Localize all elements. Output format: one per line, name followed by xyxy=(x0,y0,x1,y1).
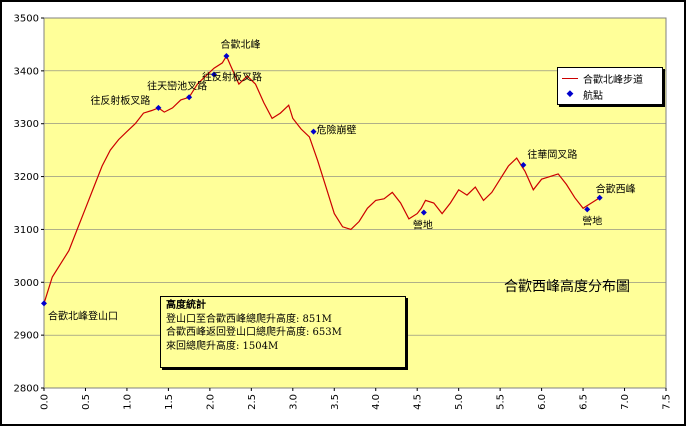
chart-title: 合歡西峰高度分布圖 xyxy=(504,279,630,295)
waypoint-labels: 合歡北峰登山口往反射板叉路往天巒池叉路往反射板叉路合歡北峰危險崩壁營地往華岡叉路… xyxy=(48,38,636,322)
x-tick-label: 1.5 xyxy=(164,394,175,410)
waypoint-marker xyxy=(223,53,230,60)
legend-item-line: 合歡北峰步道 xyxy=(562,71,643,86)
elevation-line xyxy=(43,54,601,304)
legend-item-points: ◆ 航點 xyxy=(562,87,603,102)
legend-line-swatch xyxy=(562,77,578,79)
waypoint-marker xyxy=(596,194,603,201)
grid-lines xyxy=(44,70,666,336)
stats-line-1: 登山口至合歡西峰總爬升高度: 851M xyxy=(166,313,332,325)
legend-point-swatch: ◆ xyxy=(566,89,574,99)
waypoint-marker xyxy=(211,71,218,78)
x-tick-label: 0.5 xyxy=(81,394,92,410)
waypoint-label: 合歡北峰 xyxy=(220,38,260,51)
x-tick-label: 3.5 xyxy=(330,394,341,410)
x-tick-label: 6.5 xyxy=(579,394,590,410)
waypoint-marker xyxy=(520,161,527,168)
waypoint-label: 合歡北峰登山口 xyxy=(48,309,118,322)
stats-line-2: 合歡西峰返回登山口總爬升高度: 653M xyxy=(166,327,342,338)
x-tick-label: 2.0 xyxy=(205,394,216,410)
x-tick-label: 4.5 xyxy=(413,394,424,410)
waypoint-marker xyxy=(155,104,162,111)
x-axis-ticks: 0.0 0.5 1.0 1.5 2.0 2.5 3.0 3.5 4.0 4.5 5.0 5.5 6.0 6… xyxy=(40,388,673,410)
x-tick-label: 7.5 xyxy=(662,394,673,410)
y-tick-label: 3300 xyxy=(14,119,39,130)
stats-box: 高度統計 登山口至合歡西峰總爬升高度: 851M 合歡西峰返回登山口總爬升高度:… xyxy=(160,296,406,368)
legend-line-label: 合歡北峰步道 xyxy=(583,74,643,86)
y-tick-label: 3500 xyxy=(14,14,39,25)
y-tick-label: 2900 xyxy=(14,331,39,342)
y-tick-label: 3200 xyxy=(14,172,39,183)
x-tick-label: 5.5 xyxy=(496,394,507,410)
waypoint-marker xyxy=(420,209,427,216)
stats-title: 高度統計 xyxy=(166,300,206,311)
waypoint-label: 往反射板叉路 xyxy=(202,71,262,84)
waypoint-marker xyxy=(310,128,317,135)
waypoint-marker xyxy=(41,300,47,307)
waypoint-label: 往華岡叉路 xyxy=(527,148,577,161)
waypoint-label: 往反射板叉路 xyxy=(90,94,150,107)
waypoint-label: 營地 xyxy=(413,219,433,232)
y-tick-label: 3000 xyxy=(14,278,39,289)
waypoint-marker xyxy=(584,206,591,213)
x-tick-label: 3.0 xyxy=(288,394,299,410)
x-tick-label: 7.0 xyxy=(620,394,631,410)
waypoint-marker xyxy=(186,94,193,101)
legend-point-label: 航點 xyxy=(583,90,603,102)
waypoint-markers xyxy=(41,53,603,307)
x-tick-label: 0.0 xyxy=(40,394,51,410)
x-tick-label: 6.0 xyxy=(537,394,548,410)
waypoint-label: 危險崩壁 xyxy=(317,124,357,137)
y-tick-label: 3400 xyxy=(14,66,39,77)
x-tick-label: 5.0 xyxy=(454,394,465,410)
legend: 合歡北峰步道 ◆ 航點 xyxy=(557,67,663,105)
waypoint-label: 往天巒池叉路 xyxy=(147,79,207,92)
x-tick-label: 1.0 xyxy=(122,394,133,410)
y-axis-ticks: 2800 2900 3000 3100 3200 3300 3400 3500 xyxy=(14,14,44,395)
x-tick-label: 4.0 xyxy=(371,394,382,410)
stats-line-3: 來回總爬升高度: 1504M xyxy=(166,340,279,352)
y-tick-label: 2800 xyxy=(14,384,39,395)
x-tick-label: 2.5 xyxy=(247,394,258,410)
y-tick-label: 3100 xyxy=(14,225,39,236)
waypoint-label: 合歡西峰 xyxy=(596,183,636,196)
waypoint-label: 營地 xyxy=(582,214,602,227)
